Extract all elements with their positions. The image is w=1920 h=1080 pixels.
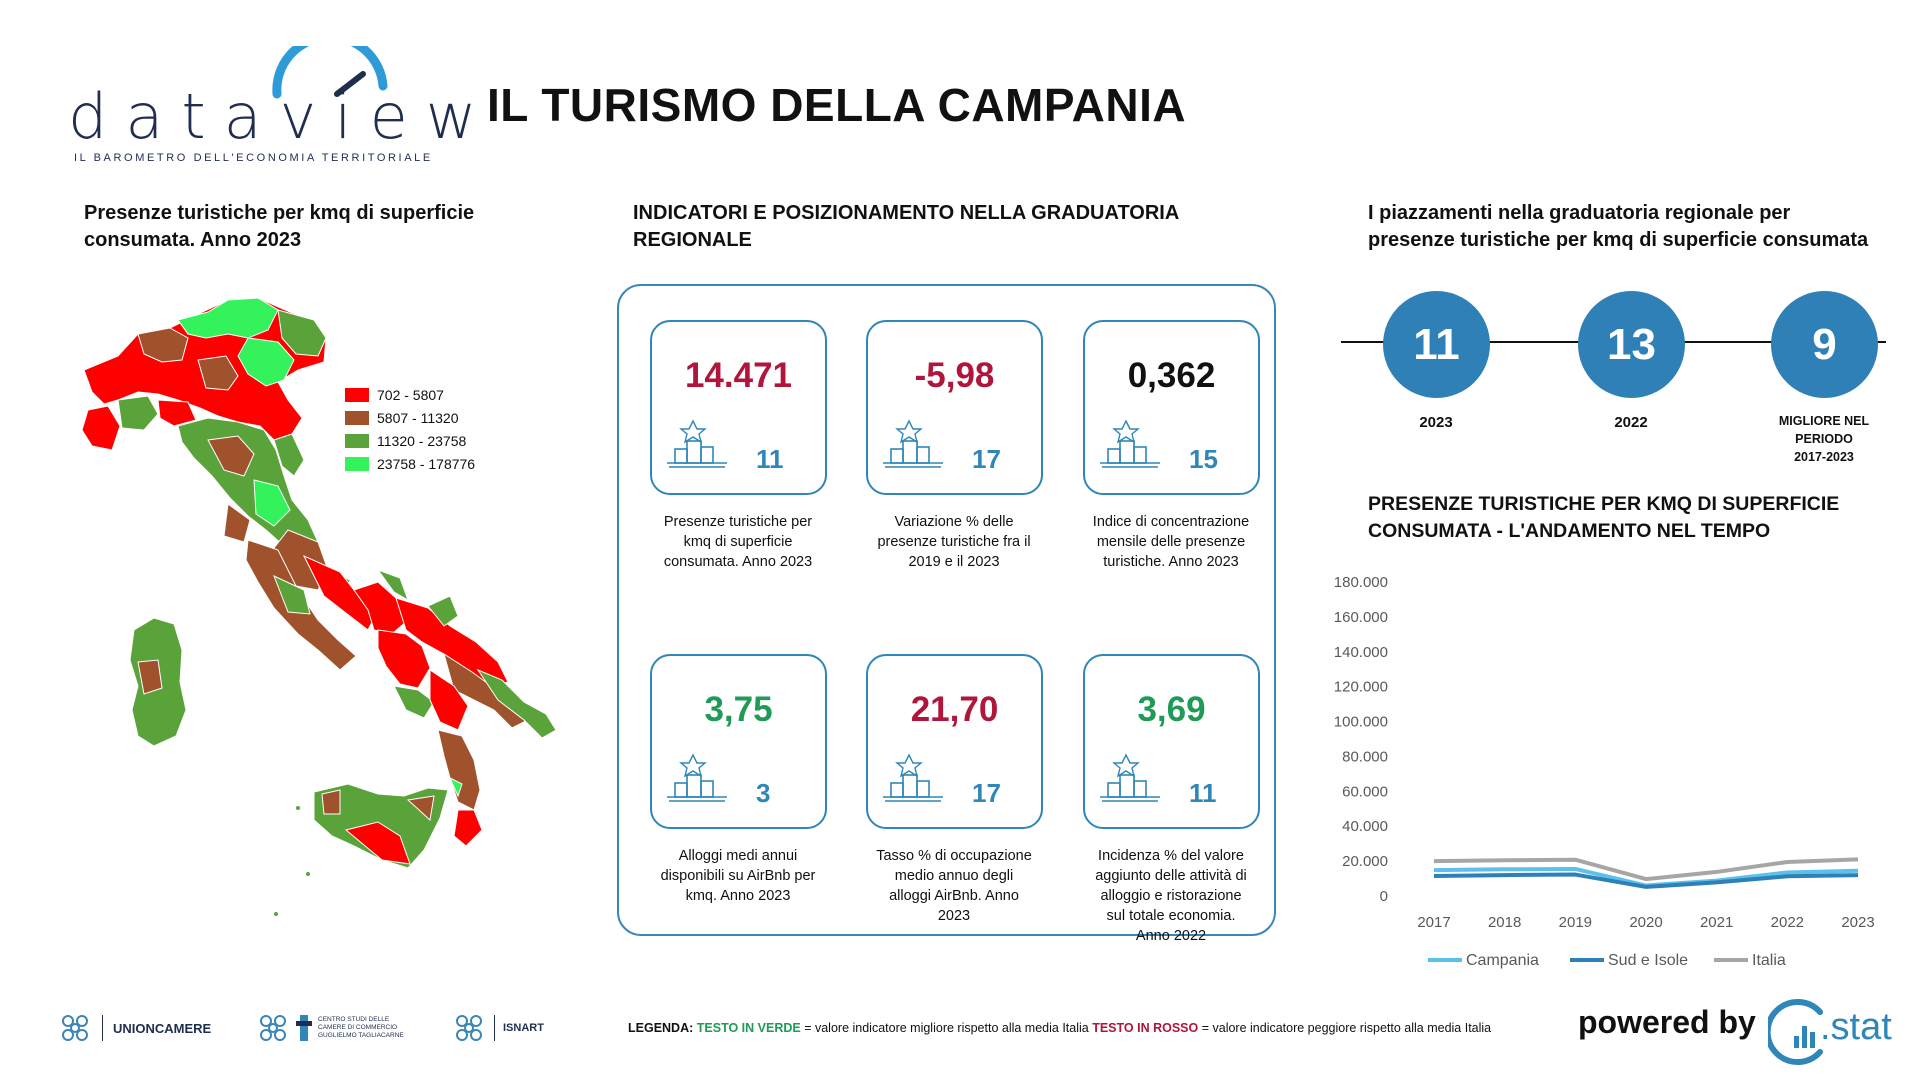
x-tick-label: 2018 [1488,914,1521,931]
isnart-emblem-icon [456,1015,482,1041]
cstat-logo: .stat [1764,990,1898,1075]
y-tick-label: 180.000 [1334,574,1388,591]
rank-label-best: MIGLIORE NEL PERIODO 2017-2023 [1778,414,1870,464]
tagliacarne-t-icon [296,1015,312,1041]
podium-icon [667,417,729,471]
y-tick-label: 100.000 [1334,714,1388,731]
legend-red-text: TESTO IN ROSSO [1092,1021,1199,1035]
indicators-section-title: INDICATORI E POSIZIONAMENTO NELLA GRADUA… [633,202,1180,251]
podium-icon [1100,751,1162,805]
map-legend: 702 - 5807 5807 - 11320 11320 - 23758 23… [345,383,475,475]
legend-swatch-brown [345,410,369,425]
map-legend-item: 23758 - 178776 [345,452,475,475]
indicator-value: -5,98 [914,356,995,395]
isnart-logo: ISNART [452,1010,544,1046]
x-tick-label: 2021 [1700,914,1733,931]
indicator-value: 3,75 [704,690,773,729]
indicator-card: 3,69 11 [1083,654,1260,829]
tagliacarne-logo: CENTRO STUDI DELLE CAMERE DI COMMERCIO G… [256,1010,436,1046]
indicator-description: Presenze turistiche per kmq di superficie… [663,514,813,570]
indicator-card: 3,75 3 [650,654,827,829]
y-tick-label: 40.000 [1342,818,1388,835]
indicators-panel [617,284,1276,936]
indicator-description: Incidenza % del valore aggiunto delle att… [1095,848,1247,944]
map-legend-item: 5807 - 11320 [345,406,475,429]
indicator-rank: 11 [1189,778,1217,808]
map-legend-item: 11320 - 23758 [345,429,475,452]
color-legend-note: LEGENDA: TESTO IN VERDE = valore indicat… [628,1021,1492,1035]
map-legend-item: 702 - 5807 [345,383,475,406]
page-title: IL TURISMO DELLA CAMPANIA [487,79,1187,131]
y-tick-label: 0 [1380,888,1388,905]
indicator-card: 0,362 15 [1083,320,1260,495]
podium-icon [1100,417,1162,471]
indicator-rank: 3 [756,778,771,808]
x-tick-label: 2020 [1629,914,1662,931]
indicator-description: Indice di concentrazione mensile delle pr… [1092,514,1250,570]
indicator-card: 21,70 17 [866,654,1043,829]
italy-choropleth-map [78,290,598,950]
y-tick-label: 140.000 [1334,644,1388,661]
podium-icon [883,751,945,805]
indicator-rank: 17 [972,444,1001,474]
legend-swatch-darkgreen [345,433,369,448]
rank-circle-2023: 11 [1383,291,1490,398]
rank-circle-best: 9 [1771,291,1878,398]
x-tick-label: 2023 [1841,914,1874,931]
rank-label-2022: 2022 [1614,414,1648,431]
indicator-value: 0,362 [1127,356,1216,395]
legend-label: Italia [1752,952,1786,969]
podium-icon [883,417,945,471]
logo-wordmark: dataview [68,80,495,153]
trend-chart-svg: 0 20.000 40.000 60.000 80.000 100.000 120.000 1… [1334,574,1875,969]
rank-circle-2022: 13 [1578,291,1685,398]
unioncamere-emblem-icon [62,1015,88,1041]
y-tick-label: 60.000 [1342,783,1388,800]
indicator-description: Alloggi medi annui disponibili su AirBnb … [660,848,816,904]
y-tick-label: 160.000 [1334,609,1388,626]
map-section-title: Presenze turistiche per kmq di superfici… [84,202,475,251]
podium-icon [667,751,729,805]
italy-map-shape [81,297,557,916]
x-tick-label: 2017 [1417,914,1450,931]
trend-line-chart: 0 20.000 40.000 60.000 80.000 100.000 120.000 1… [1330,560,1890,980]
tagliacarne-emblem-icon [260,1015,286,1041]
x-tick-label: 2022 [1771,914,1804,931]
indicator-rank: 17 [972,778,1001,808]
series-line-sud-e-isole [1433,872,1859,889]
y-tick-label: 80.000 [1342,748,1388,765]
trend-section-title: PRESENZE TURISTICHE PER KMQ DI SUPERFICI… [1368,493,1840,542]
powered-by-label: powered by [1578,1004,1756,1040]
unioncamere-logo: UNIONCAMERE [58,1010,211,1046]
legend-swatch-red [345,387,369,402]
rank-label-2023: 2023 [1419,414,1453,431]
legend-swatch-lightgreen [345,456,369,471]
logo-tagline: IL BAROMETRO DELL'ECONOMIA TERRITORIALE [74,152,433,164]
dataview-logo: dataview IL BAROMETRO DELL'ECONOMIA TERR… [68,46,476,166]
x-tick-label: 2019 [1559,914,1592,931]
legend-label: Campania [1466,952,1539,969]
indicator-description: Variazione % delle presenze turistiche fr… [877,514,1031,570]
y-tick-label: 20.000 [1342,853,1388,870]
series-line-italia [1433,857,1859,882]
gauge-arc-icon [272,46,388,99]
indicator-description: Tasso % di occupazione medio annuo degli a… [876,848,1032,924]
indicator-card: 14.471 11 [650,320,827,495]
indicator-rank: 15 [1189,444,1218,474]
indicator-value: 3,69 [1137,690,1206,729]
indicator-value: 21,70 [910,690,999,729]
indicator-card: -5,98 17 [866,320,1043,495]
cstat-emblem-icon [1764,999,1823,1065]
indicator-rank: 11 [756,444,784,474]
y-tick-label: 120.000 [1334,679,1388,696]
ranking-section-title: I piazzamenti nella graduatoria regional… [1368,202,1869,251]
legend-green-text: TESTO IN VERDE [696,1021,801,1035]
legend-label: Sud e Isole [1608,952,1688,969]
indicator-value: 14.471 [684,356,793,395]
